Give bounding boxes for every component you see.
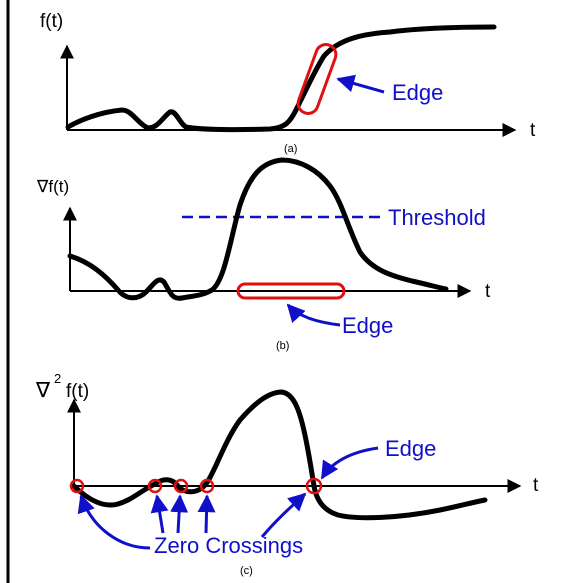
zero-crossing-marker xyxy=(69,478,85,494)
panel-a-x-label: t xyxy=(530,120,536,141)
panel-c-y-label: ∇ 2 f(t) xyxy=(35,371,89,402)
zero-crossing-marker xyxy=(199,478,215,494)
panel-c-zero-crossings-label: Zero Crossings xyxy=(154,533,303,558)
zero-crossing-marker xyxy=(173,478,189,494)
panel-a-caption: (a) xyxy=(284,143,297,155)
panel-c-y-label-power: 2 xyxy=(54,371,61,386)
zero-crossing-marker xyxy=(147,478,163,494)
zero-crossing-arrow xyxy=(77,494,151,550)
panel-b: ∇f(t) t Threshold Edge (b) xyxy=(36,157,491,352)
zero-crossing-arrow xyxy=(170,494,189,534)
panel-a-edge-label: Edge xyxy=(392,80,443,105)
panel-b-threshold-label: Threshold xyxy=(388,205,486,230)
zero-crossing-marker xyxy=(305,477,323,495)
panel-c: ∇ 2 f(t) t Edge Zero Crossings (c) xyxy=(35,371,539,577)
panel-c-edge-arrow xyxy=(320,446,379,480)
zero-crossing-arrows xyxy=(77,446,379,550)
panel-a-signal-curve xyxy=(65,24,497,133)
panel-a-edge-marker xyxy=(296,43,338,115)
zero-crossing-arrow xyxy=(260,492,307,538)
panel-b-y-label: ∇f(t) xyxy=(36,177,69,196)
zero-crossing-arrow xyxy=(150,494,169,534)
panel-b-x-label: t xyxy=(485,281,491,302)
panel-c-x-label: t xyxy=(533,475,539,496)
panel-c-caption: (c) xyxy=(240,565,253,577)
zero-crossing-markers xyxy=(69,477,323,495)
panel-c-y-label-nabla: ∇ xyxy=(35,379,51,402)
zero-crossing-arrow xyxy=(197,494,216,534)
panel-a: f(t) t Edge (a) xyxy=(40,11,536,155)
panel-b-caption: (b) xyxy=(276,340,289,352)
panel-b-edge-label: Edge xyxy=(342,313,393,338)
panel-c-y-label-func: f(t) xyxy=(66,381,89,402)
panel-c-edge-label: Edge xyxy=(385,436,436,461)
panel-a-edge-arrow xyxy=(336,74,385,94)
panel-c-laplacian-curve xyxy=(71,389,488,521)
panel-b-gradient-curve xyxy=(67,157,449,301)
panel-b-edge-marker xyxy=(236,282,346,300)
panel-a-y-label: f(t) xyxy=(40,11,63,32)
panel-b-edge-arrow xyxy=(286,303,341,327)
